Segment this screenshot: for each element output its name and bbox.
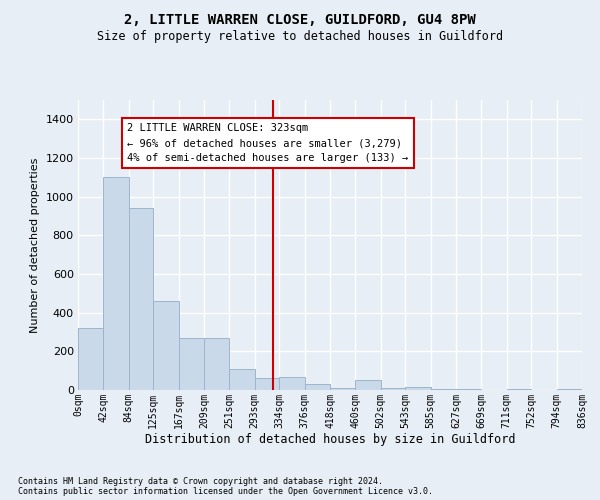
Bar — [305, 384, 330, 390]
Text: 2 LITTLE WARREN CLOSE: 323sqm
← 96% of detached houses are smaller (3,279)
4% of: 2 LITTLE WARREN CLOSE: 323sqm ← 96% of d… — [127, 123, 409, 163]
Bar — [78, 328, 103, 390]
Bar — [557, 389, 582, 390]
Bar — [506, 389, 532, 390]
Bar — [431, 389, 456, 390]
Text: Contains public sector information licensed under the Open Government Licence v3: Contains public sector information licen… — [18, 488, 433, 496]
Text: 2, LITTLE WARREN CLOSE, GUILDFORD, GU4 8PW: 2, LITTLE WARREN CLOSE, GUILDFORD, GU4 8… — [124, 12, 476, 26]
Bar — [406, 387, 431, 390]
Bar — [179, 338, 204, 390]
Bar — [380, 388, 406, 390]
Bar — [254, 378, 280, 390]
Bar — [229, 368, 254, 390]
Text: Contains HM Land Registry data © Crown copyright and database right 2024.: Contains HM Land Registry data © Crown c… — [18, 478, 383, 486]
Bar — [154, 301, 179, 390]
Text: Size of property relative to detached houses in Guildford: Size of property relative to detached ho… — [97, 30, 503, 43]
Bar — [128, 208, 154, 390]
Bar — [280, 378, 305, 390]
Text: Distribution of detached houses by size in Guildford: Distribution of detached houses by size … — [145, 432, 515, 446]
Bar — [456, 389, 481, 390]
Bar — [204, 338, 229, 390]
Y-axis label: Number of detached properties: Number of detached properties — [30, 158, 40, 332]
Bar — [103, 178, 128, 390]
Bar — [330, 388, 355, 390]
Bar — [355, 380, 380, 390]
